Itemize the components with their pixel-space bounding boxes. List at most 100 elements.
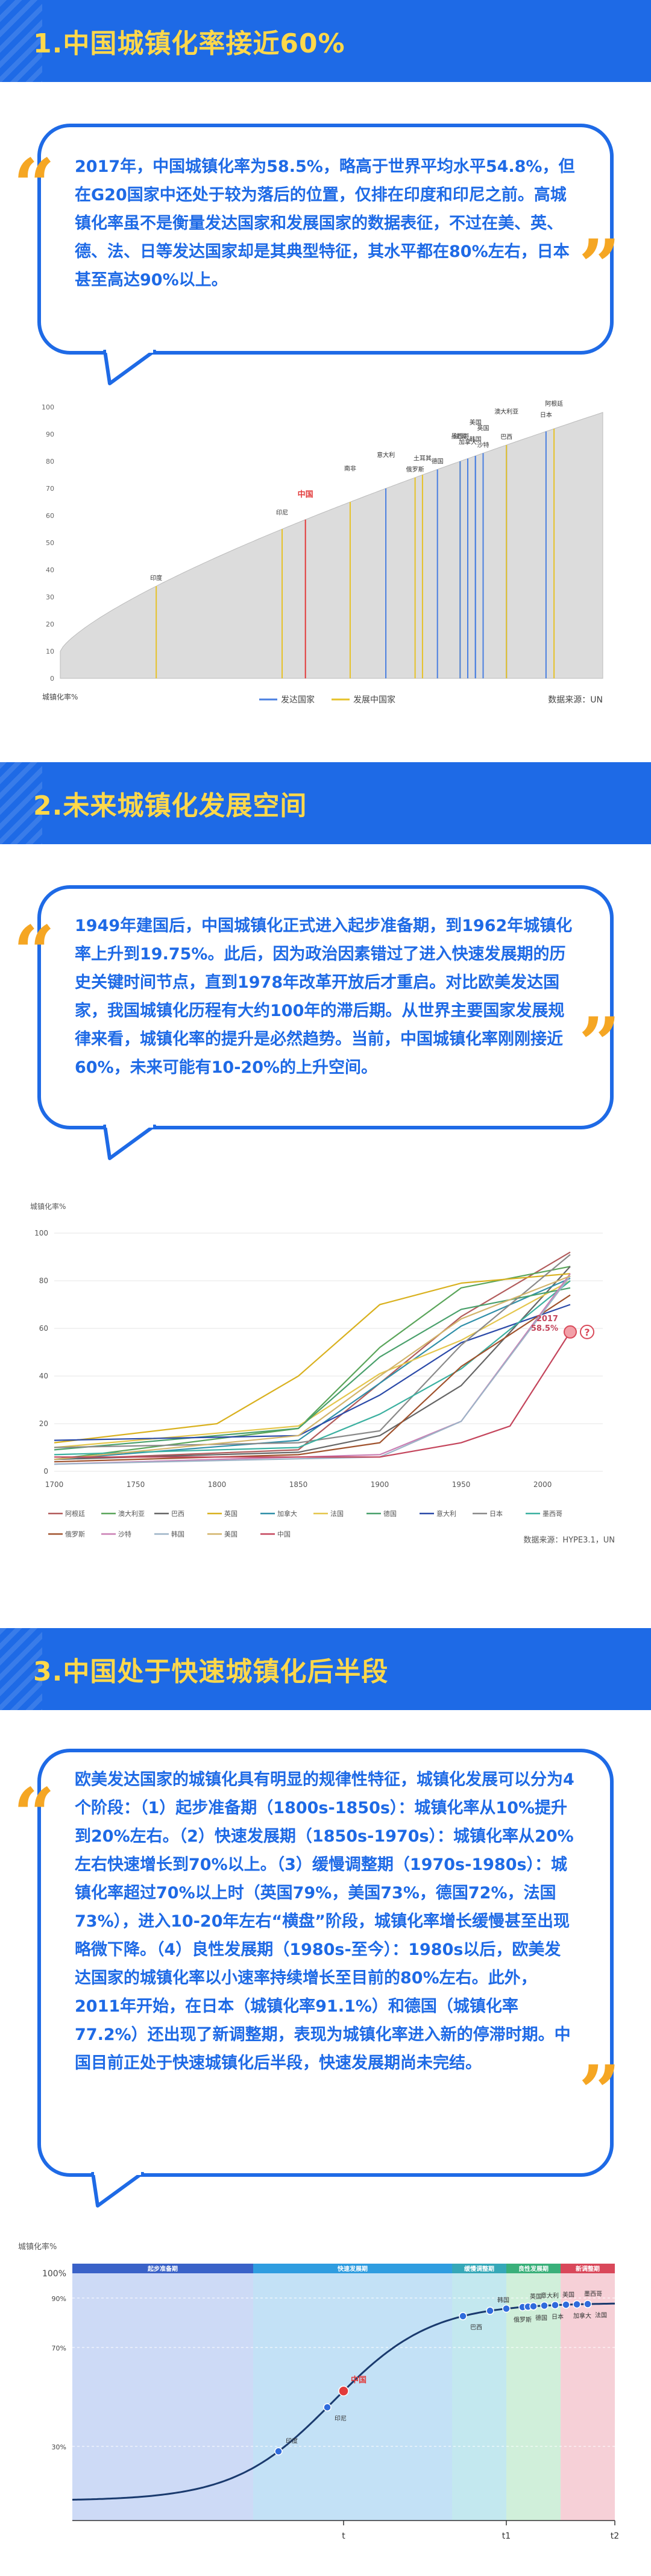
- country-label: 德国: [432, 458, 444, 466]
- y-tick-label: 20: [39, 1419, 48, 1428]
- legend-label: 韩国: [171, 1530, 184, 1538]
- y-tick-label: 100: [42, 403, 54, 411]
- data-source: 数据来源：UN: [548, 695, 603, 705]
- y-tick-label: 90%: [52, 2295, 66, 2303]
- country-label: 俄罗斯: [406, 466, 424, 473]
- country-label: 印尼: [335, 2415, 347, 2422]
- country-label: 德国: [535, 2314, 547, 2322]
- open-quote-icon: “: [13, 910, 55, 995]
- legend-label: 美国: [224, 1530, 237, 1538]
- header-stripes: [0, 762, 42, 844]
- legend-label: 德国: [383, 1509, 397, 1518]
- stage-header-bar: [452, 2264, 506, 2273]
- series-line: [54, 1275, 571, 1460]
- country-point: [274, 2447, 283, 2456]
- x-tick-label: 1900: [371, 1480, 389, 1489]
- country-label: 阿根廷: [545, 400, 563, 408]
- data-source: 数据来源：HYPE3.1，UN: [523, 1536, 615, 1545]
- country-label: 南非: [344, 465, 356, 473]
- x-tick-label: 1950: [452, 1480, 471, 1489]
- legend-label: 俄罗斯: [65, 1530, 85, 1538]
- y-tick-label: 20: [46, 620, 54, 628]
- y-tick-label: 10: [46, 648, 54, 655]
- ranked-countries-area: [60, 412, 603, 679]
- close-quote-icon: ”: [579, 1002, 621, 1087]
- y-tick-label: 30%: [52, 2443, 66, 2451]
- country-label: 美国: [470, 418, 482, 426]
- question-icon: [579, 1324, 594, 1339]
- y-tick-label: 60: [46, 512, 54, 520]
- country-label: 日本: [540, 411, 552, 419]
- stage-header-bar: [561, 2264, 615, 2273]
- y-tick-label: 0: [43, 1467, 48, 1476]
- urbanization-history-chart: 城镇化率% 0 20 40 60 80 100 1700 1750 1800 1850 1900 195…: [30, 1202, 615, 1545]
- y-tick-label: 80: [39, 1277, 48, 1285]
- country-label: 英国: [530, 2293, 542, 2300]
- section-2-quote-bubble: 1949年建国后，中国城镇化正式进入起步准备期，到1962年城镇化率上升到19.…: [37, 885, 614, 1129]
- country-label: 加拿大: [459, 438, 477, 446]
- stage-label: 起步准备期: [147, 2265, 178, 2273]
- y-tick-label: 70: [46, 485, 54, 493]
- y-tick-label: 40: [39, 1372, 48, 1380]
- legend-label: 沙特: [118, 1530, 131, 1538]
- section-3-quote-text: 欧美发达国家的城镇化具有明显的规律性特征，城镇化发展可以分为4个阶段：（1）起步…: [75, 1770, 574, 2072]
- section-1-header: 1.中国城镇化率接近60%: [0, 0, 651, 82]
- y-tick-label: 70%: [52, 2344, 66, 2352]
- country-label: 土耳其: [414, 455, 432, 462]
- country-label: 巴西: [470, 2324, 482, 2331]
- section-3-header: 3.中国处于快速城镇化后半段: [0, 1628, 651, 1710]
- country-point: [459, 2312, 467, 2320]
- section-2-header: 2.未来城镇化发展空间: [0, 762, 651, 844]
- series-line: [54, 1304, 571, 1441]
- country-label: 沙特: [477, 442, 489, 449]
- legend-label: 加拿大: [277, 1509, 297, 1518]
- stage-band: [506, 2273, 561, 2521]
- stage-header-bar: [506, 2264, 561, 2273]
- series-line: [54, 1287, 571, 1451]
- country-point: [551, 2301, 559, 2309]
- legend-label: 阿根廷: [65, 1509, 85, 1518]
- legend-label: 英国: [224, 1509, 237, 1518]
- section-2-quote-text: 1949年建国后，中国城镇化正式进入起步准备期，到1962年城镇化率上升到19.…: [75, 917, 573, 1077]
- country-label: 意大利: [541, 2292, 559, 2300]
- series-line: [54, 1275, 571, 1465]
- x-tick-label: 1700: [45, 1480, 64, 1489]
- header-stripes: [0, 1628, 42, 1710]
- x-tick-label: 2000: [533, 1480, 552, 1489]
- y-tick-label: 100%: [42, 2269, 66, 2279]
- stage-band: [72, 2273, 253, 2521]
- section-1-quote-bubble: 2017年，中国城镇化率为58.5%，略高于世界平均水平54.8%，但在G20国…: [37, 124, 614, 355]
- question-mark: ?: [584, 1327, 590, 1338]
- country-label: 俄罗斯: [514, 2316, 532, 2324]
- legend-label: 日本: [489, 1509, 503, 1518]
- section-1-quote-text: 2017年，中国城镇化率为58.5%，略高于世界平均水平54.8%，但在G20国…: [75, 157, 575, 289]
- country-label: 加拿大: [573, 2312, 591, 2320]
- section-3-title: 3.中国处于快速城镇化后半段: [33, 1656, 389, 1687]
- stage-label: 良性发展期: [518, 2265, 549, 2273]
- y-tick-label: 100: [34, 1229, 48, 1237]
- country-point: [323, 2403, 332, 2411]
- country-label: 墨西哥: [584, 2291, 602, 2298]
- country-point: [573, 2300, 581, 2309]
- series-line: [54, 1266, 571, 1460]
- country-point: [540, 2301, 549, 2310]
- section-1-bubble-tail: [103, 350, 156, 385]
- y-tick-label: 60: [39, 1324, 48, 1333]
- close-quote-icon: ”: [579, 2050, 621, 2135]
- x-tick-label: 1750: [127, 1480, 145, 1489]
- y-axis-label: 城镇化率%: [18, 2242, 57, 2252]
- y-tick-label: 30: [46, 593, 54, 601]
- stage-header-bar: [72, 2264, 253, 2273]
- legend-developing-label: 发展中国家: [353, 695, 395, 705]
- series-line: [54, 1331, 571, 1458]
- x-tick-label: t2: [611, 2531, 619, 2541]
- section-3-bubble-tail: [91, 2172, 144, 2208]
- stage-band: [253, 2273, 452, 2521]
- x-tick-label: 1800: [208, 1480, 227, 1489]
- series-line: [54, 1273, 571, 1444]
- section-2-title: 2.未来城镇化发展空间: [33, 791, 307, 821]
- stage-header-bar: [253, 2264, 452, 2273]
- country-label: 法国: [454, 432, 466, 440]
- open-quote-icon: “: [13, 143, 55, 228]
- country-label: 印度: [150, 574, 162, 582]
